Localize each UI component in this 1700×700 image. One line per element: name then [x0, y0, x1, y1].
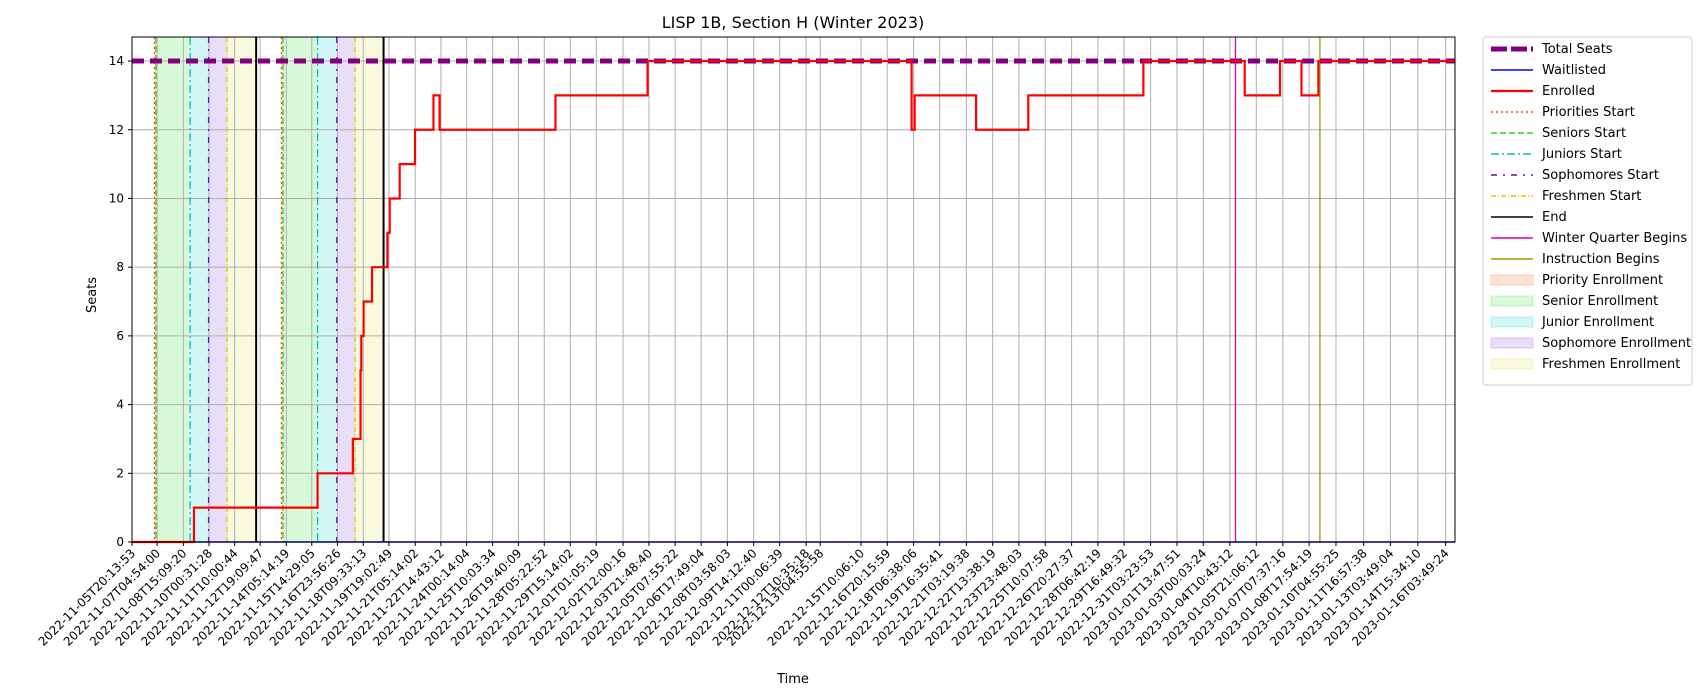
legend-label-9: Winter Quarter Begins	[1542, 231, 1687, 246]
region-4-1	[355, 37, 384, 542]
event-lines	[153, 37, 1321, 542]
region-2-1	[317, 37, 337, 542]
legend-label-10: Instruction Begins	[1542, 252, 1660, 267]
y-tick-label-7: 14	[109, 54, 124, 68]
y-tick-label-2: 4	[116, 398, 124, 412]
legend-label-4: Seniors Start	[1542, 126, 1626, 141]
legend-swatch-11	[1490, 274, 1534, 286]
x-axis-title: Time	[776, 672, 809, 687]
y-tick-label-0: 0	[116, 535, 124, 549]
region-1-0	[155, 37, 191, 542]
region-3-1	[336, 37, 356, 542]
legend-label-3: Priorities Start	[1542, 105, 1635, 120]
region-2-0	[190, 37, 209, 542]
y-axis-title: Seats	[85, 277, 100, 313]
region-0-0	[154, 37, 156, 542]
y-tick-label-3: 6	[116, 329, 124, 343]
legend-swatch-13	[1490, 316, 1534, 328]
chart-title: LISP 1B, Section H (Winter 2023)	[662, 13, 925, 32]
legend-label-6: Sophomores Start	[1542, 168, 1659, 183]
legend-label-1: Waitlisted	[1542, 63, 1606, 78]
plot-frame	[131, 36, 1456, 543]
legend-label-0: Total Seats	[1541, 42, 1613, 57]
legend-swatch-14	[1490, 337, 1534, 349]
legend-label-2: Enrolled	[1542, 84, 1595, 99]
y-tick-label-5: 10	[109, 191, 124, 205]
legend: Total Seats Waitlisted Enrolled Priorities …	[1482, 36, 1693, 386]
region-1-1	[283, 37, 318, 542]
legend-label-14: Sophomore Enrollment	[1542, 336, 1691, 351]
legend-label-12: Senior Enrollment	[1542, 294, 1658, 309]
enrollment-regions	[154, 37, 384, 542]
legend-label-11: Priority Enrollment	[1542, 273, 1663, 288]
legend-label-8: End	[1542, 210, 1567, 225]
y-tick-label-6: 12	[109, 123, 124, 137]
legend-label-15: Freshmen Enrollment	[1542, 357, 1680, 372]
enrolled-line	[132, 59, 1455, 544]
legend-box	[1482, 36, 1693, 386]
region-4-0	[226, 37, 257, 542]
region-0-1	[281, 37, 284, 542]
legend-swatch-12	[1490, 295, 1534, 307]
region-3-0	[208, 37, 227, 542]
legend-swatch-15	[1490, 358, 1534, 370]
y-tick-label-4: 8	[116, 260, 124, 274]
legend-label-13: Junior Enrollment	[1541, 315, 1654, 330]
legend-label-7: Freshmen Start	[1542, 189, 1641, 204]
y-tick-label-1: 2	[116, 466, 124, 480]
legend-label-5: Juniors Start	[1541, 147, 1622, 162]
